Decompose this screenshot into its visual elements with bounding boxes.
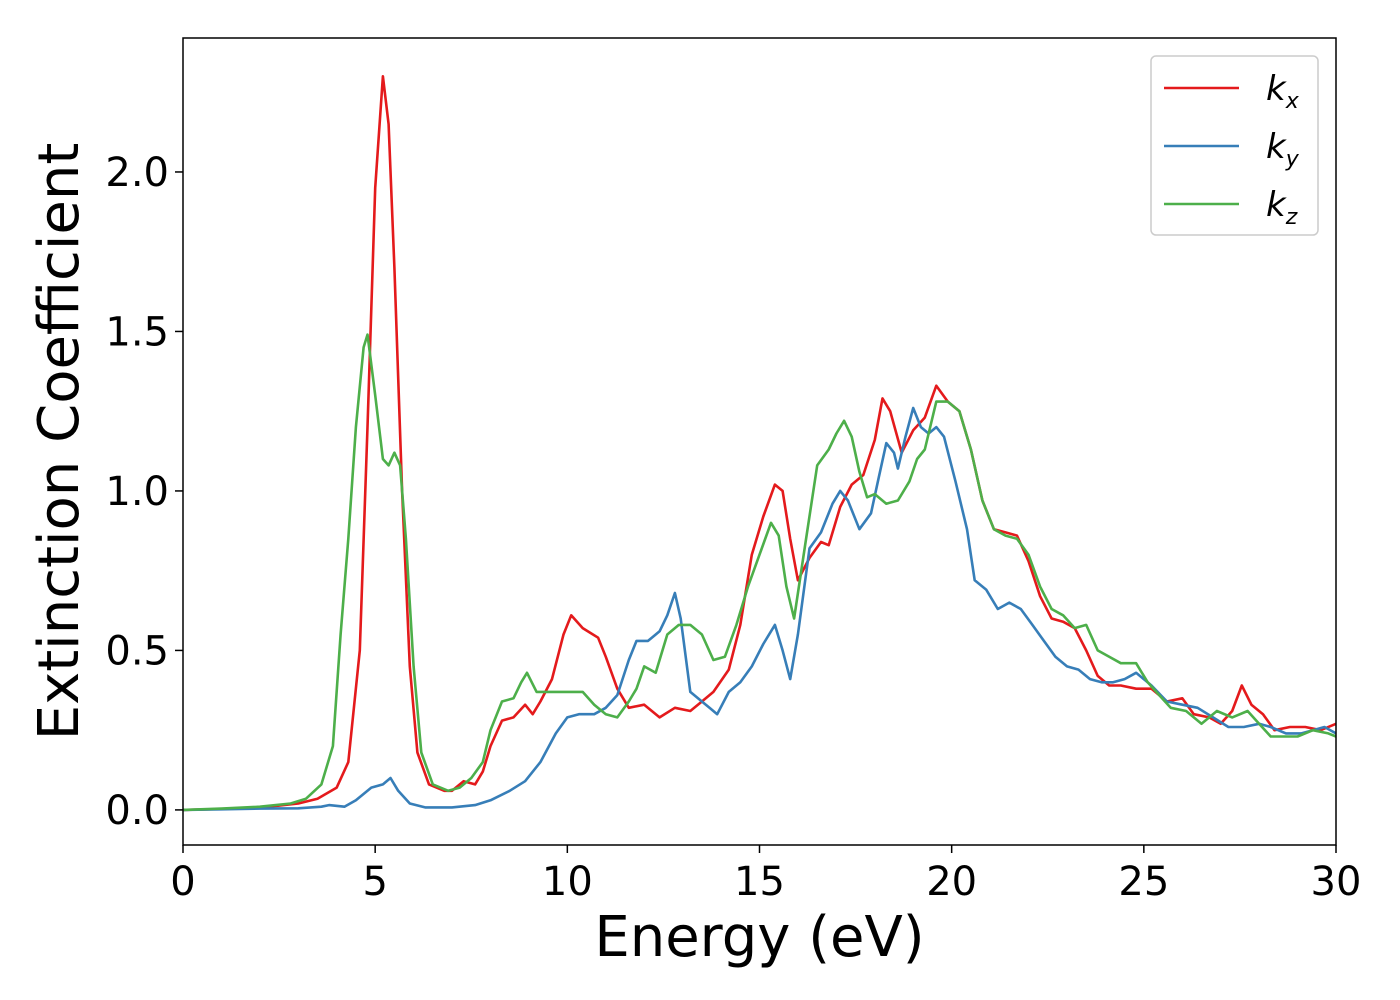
series-line-kz <box>182 333 1337 812</box>
y-axis-label: Extinction Coefficient <box>27 143 92 741</box>
y-tick-label: 1.0 <box>105 469 169 515</box>
x-tick-label: 10 <box>542 859 593 905</box>
x-tick-label: 15 <box>734 859 785 905</box>
x-tick-label: 20 <box>926 859 977 905</box>
series-line-ky <box>182 406 1337 812</box>
plot-frame <box>182 37 1337 846</box>
legend-label-ky: ky <box>1266 127 1300 172</box>
axis-ticks: 0 5 10 15 20 25 30 0.0 0.5 1.0 1.5 2.0 <box>105 150 1361 905</box>
series-line-kx <box>182 75 1337 812</box>
x-tick-label: 5 <box>362 859 387 905</box>
x-tick-label: 30 <box>1311 859 1362 905</box>
y-tick-label: 0.5 <box>105 628 169 674</box>
y-tick-label: 0.0 <box>105 788 169 834</box>
y-tick-label: 2.0 <box>105 150 169 196</box>
y-tick-label: 1.5 <box>105 309 169 355</box>
x-tick-label: 0 <box>170 859 195 905</box>
series-lines <box>182 75 1337 812</box>
x-tick-label: 25 <box>1118 859 1169 905</box>
legend-label-kx: kx <box>1266 69 1300 114</box>
x-axis-label: Energy (eV) <box>594 905 924 970</box>
